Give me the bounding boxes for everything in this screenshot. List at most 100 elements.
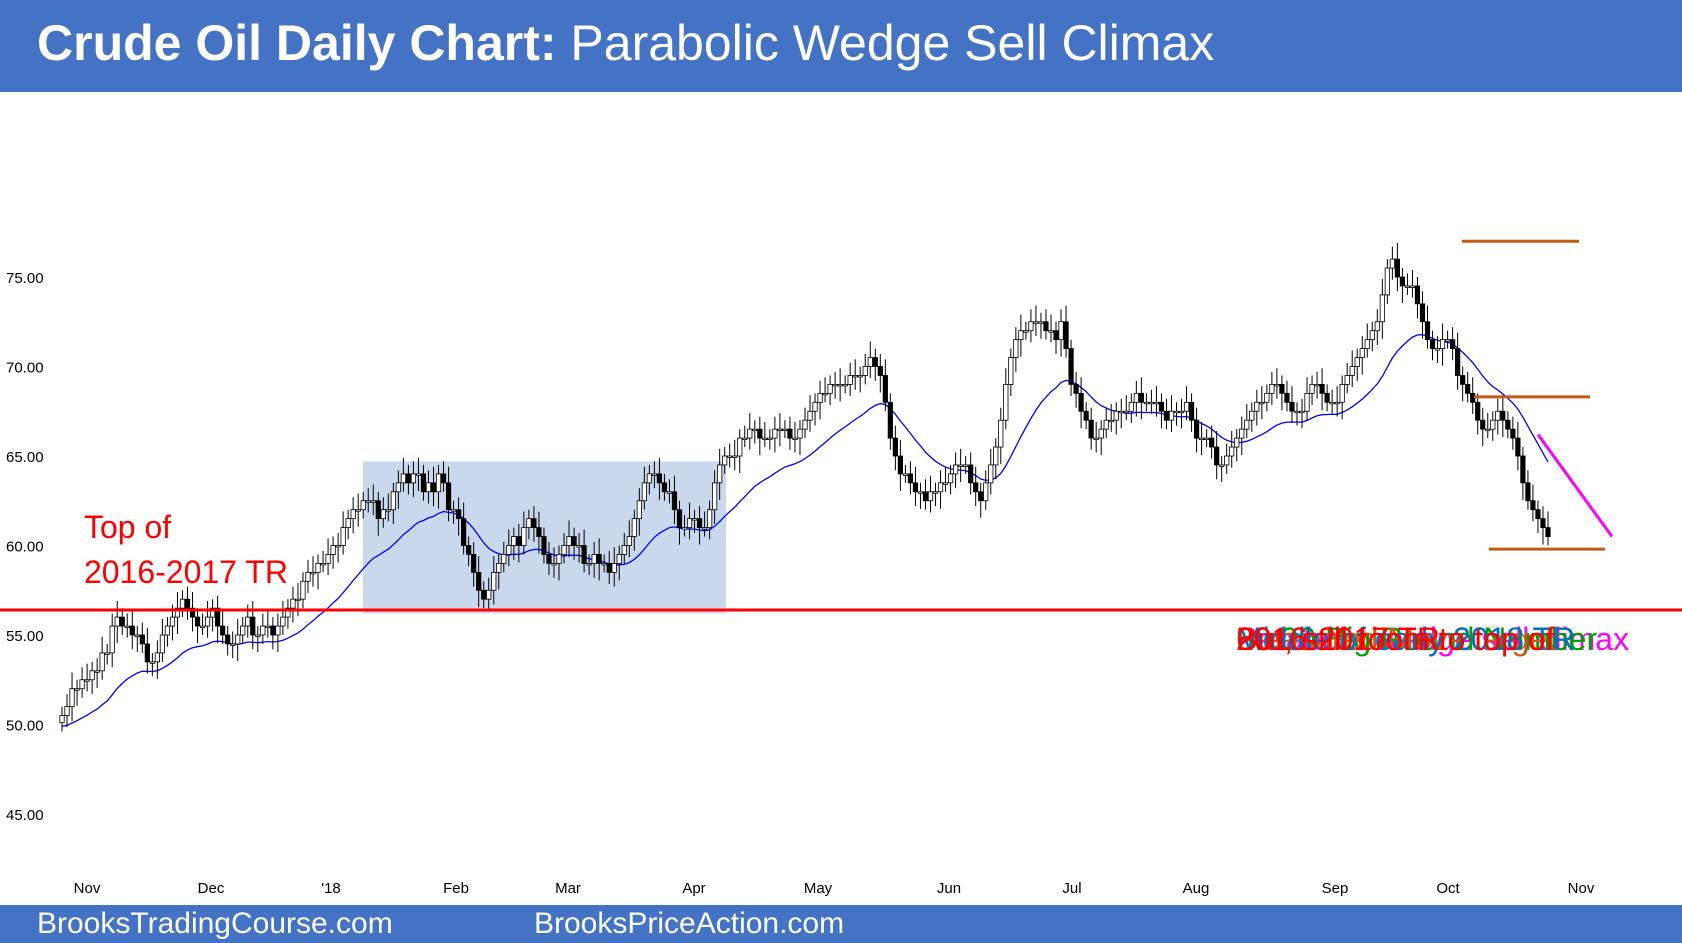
candle-body — [1324, 392, 1330, 403]
candle-body — [235, 634, 241, 645]
candle-body — [1545, 527, 1551, 537]
candle-body — [1023, 330, 1029, 333]
candle-body — [1058, 321, 1064, 341]
candle-body — [732, 455, 738, 458]
candle-body — [1369, 330, 1375, 341]
candle-body — [355, 509, 361, 512]
candle-body — [255, 634, 261, 637]
candle-body — [1048, 330, 1054, 333]
x-tick-label: Sep — [1322, 880, 1349, 897]
candle-body — [501, 554, 507, 564]
candle-body — [621, 545, 627, 555]
candle-body — [1128, 401, 1134, 412]
candle-body — [1234, 437, 1240, 448]
candle-body — [89, 670, 95, 681]
candle-body — [260, 625, 266, 636]
candle-body — [887, 401, 893, 439]
candle-body — [1309, 383, 1315, 394]
candle-body — [937, 482, 944, 493]
candle-body — [440, 473, 447, 484]
candle-body — [631, 518, 637, 537]
candle-body — [315, 563, 321, 573]
candle-body — [129, 625, 135, 636]
candle-body — [1465, 383, 1471, 394]
candle-body — [516, 536, 522, 546]
x-tick-label: Feb — [443, 880, 469, 897]
candle-body — [199, 625, 206, 628]
footer-left-link[interactable]: BrooksTradingCourse.com — [37, 907, 393, 940]
candle-body — [641, 482, 647, 502]
candle-body — [445, 482, 452, 511]
price-chart: 75.00 70.00 65.00 60.00 55.00 50.00 45.00 Nov De… — [0, 239, 1682, 897]
candle-body — [295, 598, 301, 602]
candle-body — [245, 616, 251, 627]
candle-body — [1113, 410, 1119, 421]
candle-body — [932, 491, 939, 494]
candle-body — [1043, 321, 1049, 332]
candle-body — [521, 527, 527, 546]
candle-body — [666, 491, 673, 494]
candle-body — [1329, 401, 1335, 405]
x-tick-label: May — [804, 880, 833, 897]
candle-body — [1535, 509, 1541, 520]
candle-body — [656, 473, 663, 484]
candle-body — [124, 625, 130, 628]
candle-body — [94, 670, 100, 673]
candle-body — [852, 375, 858, 378]
candle-body — [285, 607, 291, 618]
candle-body — [1183, 401, 1190, 412]
x-tick-label: Nov — [74, 880, 101, 897]
candle-body — [1264, 392, 1270, 403]
candle-body — [1294, 410, 1300, 414]
candle-body — [546, 554, 552, 564]
candle-body — [134, 634, 140, 637]
candle-body — [646, 473, 652, 484]
candle-body — [1284, 392, 1290, 403]
candle-body — [822, 392, 828, 396]
candle-body — [1339, 383, 1345, 403]
candle-body — [1485, 428, 1491, 432]
candle-body — [1073, 383, 1079, 394]
candle-body — [1053, 330, 1059, 341]
x-tick-label: Jul — [1062, 880, 1081, 897]
candle-body — [973, 482, 979, 493]
candle-body — [159, 634, 166, 654]
page-title: Crude Oil Daily Chart: Parabolic Wedge S… — [37, 14, 1214, 72]
candle-body — [410, 473, 417, 484]
candle-body — [968, 464, 974, 484]
candle-body — [385, 509, 391, 512]
candle-body — [476, 571, 482, 591]
candle-body — [707, 509, 713, 529]
candle-body — [541, 536, 547, 555]
candle-body — [988, 464, 994, 484]
x-tick-label: '18 — [321, 880, 341, 897]
candle-body — [174, 607, 181, 618]
candle-body — [1414, 285, 1421, 305]
candle-body — [867, 357, 873, 367]
annotation-middle-tr: Middle of early 2018 TR — [1236, 621, 1576, 657]
candle-body — [1289, 401, 1295, 412]
candle-body — [114, 616, 120, 627]
candle-body — [1460, 375, 1466, 385]
candle-body — [917, 491, 924, 494]
candle-body — [1490, 419, 1496, 430]
footer-right-link[interactable]: BrooksPriceAction.com — [534, 907, 845, 940]
candle-body — [671, 491, 678, 511]
candle-body — [1088, 419, 1094, 439]
candle-body — [777, 428, 783, 432]
x-tick-label: Mar — [555, 880, 581, 897]
candle-body — [772, 428, 778, 439]
candle-body — [1419, 303, 1426, 323]
candle-body — [471, 554, 477, 573]
candle-body — [365, 500, 371, 503]
candle-body — [1304, 392, 1310, 412]
annotation-measured-move: Measured Move target — [1236, 621, 1557, 657]
candle-body — [210, 607, 216, 618]
candle-body — [1168, 410, 1175, 421]
candle-body — [154, 652, 160, 663]
candle-body — [164, 625, 171, 636]
candle-body — [506, 545, 512, 555]
candle-body — [712, 482, 718, 511]
candle-body — [280, 616, 286, 627]
candle-body — [189, 607, 196, 618]
